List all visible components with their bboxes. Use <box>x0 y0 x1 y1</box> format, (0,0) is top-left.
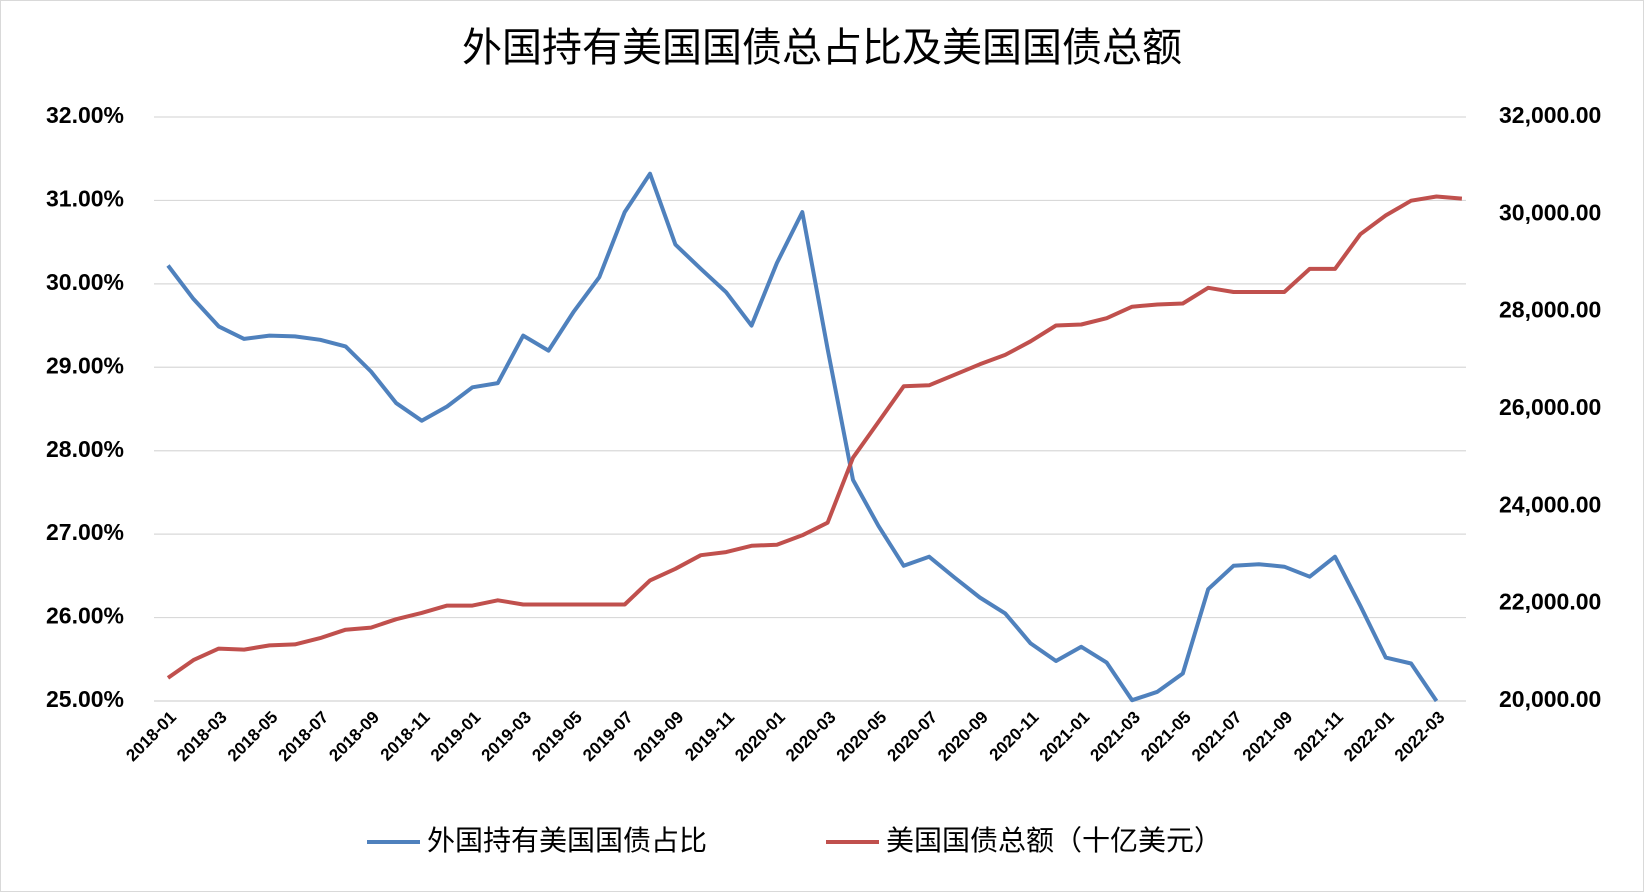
y2-tick-label: 26,000.00 <box>1499 394 1601 420</box>
legend-label: 外国持有美国国债占比 <box>427 824 707 857</box>
y2-tick-label: 30,000.00 <box>1499 199 1601 225</box>
y-tick-label: 29.00% <box>46 352 124 378</box>
y-tick-label: 30.00% <box>46 269 124 295</box>
y-tick-label: 31.00% <box>46 186 124 212</box>
series-line <box>166 171 1439 703</box>
y2-tick-label: 20,000.00 <box>1499 686 1601 712</box>
y2-tick-label: 28,000.00 <box>1499 297 1601 323</box>
chart-title: 外国持有美国国债总占比及美国国债总额 <box>462 25 1182 71</box>
y-tick-label: 27.00% <box>46 519 124 545</box>
y2-tick-label: 24,000.00 <box>1499 491 1601 517</box>
y2-tick-label: 22,000.00 <box>1499 589 1601 615</box>
y-tick-label: 28.00% <box>46 436 124 462</box>
legend-label: 美国国债总额（十亿美元） <box>886 824 1222 857</box>
y-tick-label: 32.00% <box>46 102 124 128</box>
series-line <box>166 194 1463 680</box>
y-tick-label: 26.00% <box>46 603 124 629</box>
y2-tick-label: 32,000.00 <box>1499 102 1601 128</box>
y-tick-label: 25.00% <box>46 686 124 712</box>
